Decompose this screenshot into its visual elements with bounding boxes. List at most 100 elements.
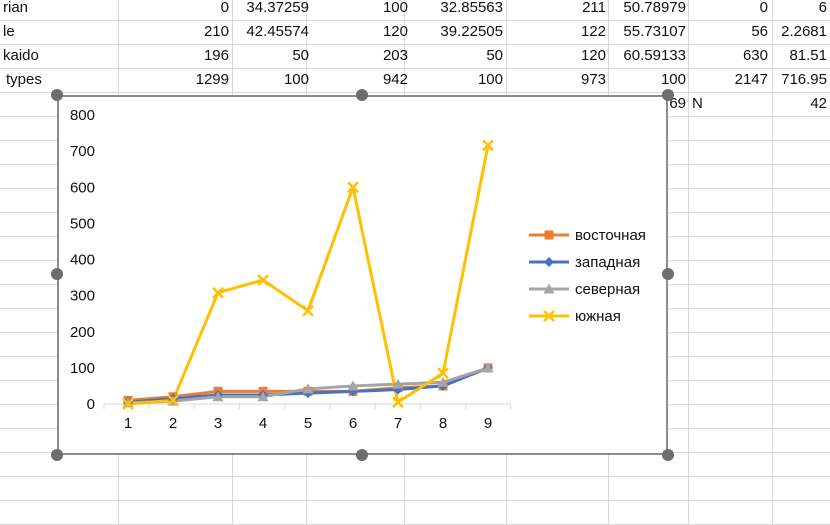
legend-label: северная <box>575 281 640 298</box>
x-tick-label: 2 <box>169 415 177 432</box>
legend-label: южная <box>575 308 621 325</box>
data-cell[interactable]: 0 <box>220 0 229 16</box>
data-cell[interactable]: 2147 <box>734 71 768 88</box>
resize-handle-top-right[interactable] <box>662 89 674 101</box>
data-cell[interactable]: 50 <box>292 47 309 64</box>
y-tick-label: 800 <box>70 107 95 124</box>
data-cell[interactable]: 56 <box>751 23 768 40</box>
data-point <box>482 139 494 152</box>
data-cell[interactable]: 81.51 <box>789 47 827 64</box>
data-cell[interactable]: 100 <box>283 71 309 88</box>
data-point <box>212 391 224 402</box>
data-cell[interactable]: 120 <box>382 23 408 40</box>
data-cell[interactable]: 50.78979 <box>623 0 686 16</box>
data-cell[interactable]: 211 <box>582 0 606 16</box>
data-cell[interactable]: 32.85563 <box>440 0 503 16</box>
data-cell[interactable]: 122 <box>580 23 606 40</box>
data-cell[interactable]: 0 <box>759 0 768 16</box>
x-tick-label: 1 <box>124 415 132 432</box>
data-point <box>257 274 269 286</box>
data-cell[interactable]: 196 <box>203 47 229 64</box>
data-point <box>482 362 494 373</box>
x-tick-label: 4 <box>259 415 267 432</box>
data-cell[interactable]: N <box>692 95 703 112</box>
data-cell[interactable]: 973 <box>580 71 606 88</box>
grid-row-line <box>0 500 830 501</box>
series-line <box>126 143 490 406</box>
y-tick-label: 400 <box>70 252 95 269</box>
data-point <box>392 396 404 409</box>
legend-label: восточная <box>575 227 646 244</box>
data-cell[interactable]: 100 <box>477 71 503 88</box>
legend-label: западная <box>575 254 640 271</box>
chart-plot: 0 100 200 300 400 500 600 700 800 1 2 3 4 5 6 7 8 9 восточ… <box>70 107 646 432</box>
data-cell[interactable]: 42 <box>810 95 827 112</box>
grid-row-line <box>0 20 830 21</box>
data-cell[interactable]: 210 <box>203 23 229 40</box>
resize-handle-bottom-right[interactable] <box>662 449 674 461</box>
data-cell[interactable]: 50 <box>486 47 503 64</box>
resize-handle-top[interactable] <box>356 89 368 101</box>
data-cell[interactable]: 60.59133 <box>623 47 686 64</box>
data-point <box>302 304 314 317</box>
legend-marker <box>543 310 555 322</box>
y-tick-label: 500 <box>70 215 95 232</box>
x-tick-label: 5 <box>304 415 312 432</box>
y-tick-label: 200 <box>70 324 95 341</box>
data-cell[interactable]: 716.95 <box>781 71 827 88</box>
data-cell[interactable]: 39.22505 <box>440 23 503 40</box>
y-tick-label: 0 <box>87 396 95 413</box>
data-cell[interactable]: 120 <box>580 47 606 64</box>
grid-column-line <box>772 0 773 525</box>
x-tick-label: 3 <box>214 415 222 432</box>
data-point <box>167 394 179 407</box>
data-cell[interactable]: 942 <box>382 71 408 88</box>
grid-column-line <box>688 0 689 525</box>
legend-marker <box>544 230 554 240</box>
data-point <box>122 398 134 410</box>
legend-marker <box>544 257 554 267</box>
resize-handle-top-left[interactable] <box>51 89 63 101</box>
row-label-cell[interactable]: le <box>3 23 15 40</box>
data-point <box>257 391 269 402</box>
line-chart[interactable]: 0 100 200 300 400 500 600 700 800 1 2 3 4 5 6 7 8 9 восточ… <box>57 95 668 455</box>
data-point <box>347 181 359 194</box>
data-point <box>437 367 449 380</box>
data-cell[interactable]: 203 <box>382 47 408 64</box>
data-cell[interactable]: 42.45574 <box>246 23 309 40</box>
y-tick-label: 300 <box>70 288 95 305</box>
data-cell[interactable]: 55.73107 <box>623 23 686 40</box>
resize-handle-bottom[interactable] <box>356 449 368 461</box>
data-point <box>212 286 224 299</box>
data-cell[interactable]: 630 <box>742 47 768 64</box>
x-tick-label: 6 <box>349 415 357 432</box>
data-point <box>392 378 404 389</box>
row-label-cell[interactable]: types <box>6 71 42 88</box>
data-cell[interactable]: 69 <box>669 95 686 112</box>
data-cell[interactable]: 100 <box>382 0 408 16</box>
legend-marker <box>543 283 555 294</box>
resize-handle-right[interactable] <box>662 268 674 280</box>
data-point <box>347 380 359 391</box>
row-label-cell[interactable]: kaido <box>3 47 39 64</box>
y-tick-label: 100 <box>70 360 95 377</box>
x-tick-label: 9 <box>484 415 492 432</box>
data-cell[interactable]: 1299 <box>195 71 229 88</box>
grid-row-line <box>0 68 830 69</box>
data-point <box>437 376 449 387</box>
resize-handle-left[interactable] <box>51 268 63 280</box>
grid-row-line <box>0 476 830 477</box>
data-cell[interactable]: 2.2681 <box>781 23 827 40</box>
y-tick-label: 700 <box>70 143 95 160</box>
data-cell[interactable]: 34.37259 <box>246 0 309 16</box>
resize-handle-bottom-left[interactable] <box>51 449 63 461</box>
data-cell[interactable]: 100 <box>660 71 686 88</box>
grid-row-line <box>0 44 830 45</box>
grid-row-line <box>0 92 830 93</box>
x-tick-label: 8 <box>439 415 447 432</box>
data-point <box>302 383 314 394</box>
x-tick-label: 7 <box>394 415 402 432</box>
data-cell[interactable]: 6 <box>818 0 827 16</box>
y-tick-label: 600 <box>70 179 95 196</box>
row-label-cell[interactable]: rian <box>3 0 29 16</box>
